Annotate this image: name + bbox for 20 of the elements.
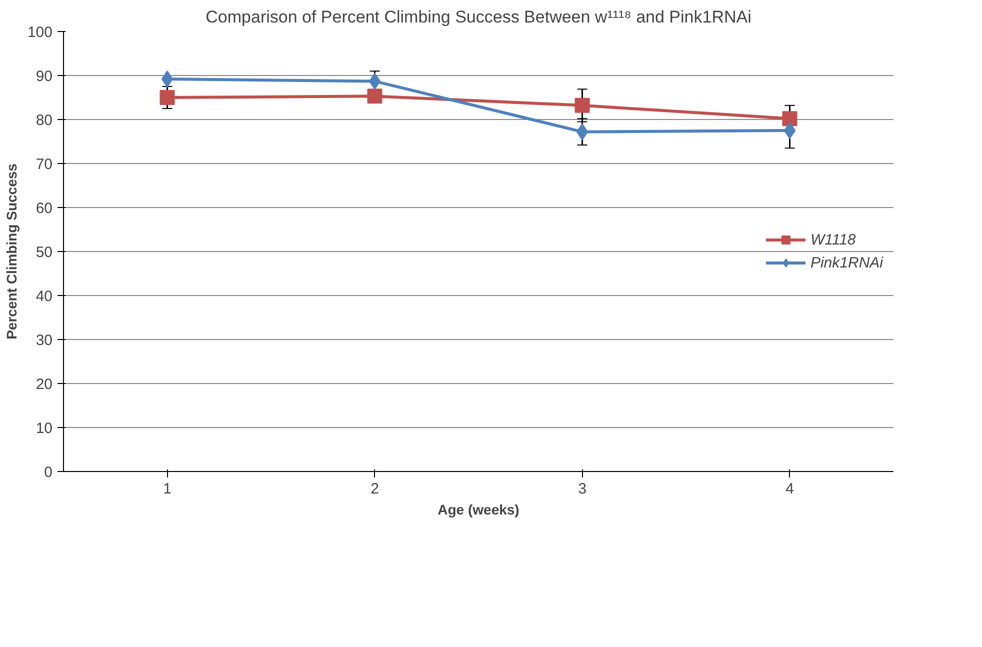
y-tick-label: 70 <box>36 156 53 173</box>
y-tick-label: 50 <box>36 244 53 261</box>
x-tick-label: 4 <box>786 480 794 498</box>
y-tick-label: 0 <box>44 464 52 481</box>
y-tick-label: 10 <box>36 420 53 437</box>
y-tick-label: 100 <box>27 24 53 41</box>
x-axis-title: Age (weeks) <box>438 502 520 518</box>
y-tick-label: 90 <box>36 68 53 85</box>
y-tick-label: 20 <box>36 376 53 393</box>
y-tick-label: 80 <box>36 112 53 129</box>
y-tick-label: 30 <box>36 332 53 349</box>
x-tick-label: 1 <box>163 480 172 498</box>
y-axis-title: Percent Climbing Success <box>3 163 20 340</box>
chart-title: Comparison of Percent Climbing Success Between w¹¹¹⁸ and Pink1RNAi <box>206 8 752 26</box>
x-tick-label: 3 <box>578 480 586 498</box>
legend-label: Pink1RNAi <box>810 254 883 271</box>
y-tick-label: 40 <box>36 288 53 305</box>
x-tick-label: 2 <box>370 480 379 498</box>
legend-label: W1118 <box>810 231 856 248</box>
y-tick-label: 60 <box>36 200 53 217</box>
